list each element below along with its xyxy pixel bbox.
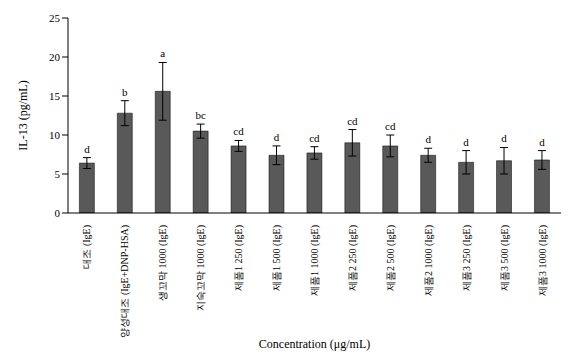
- svg-text:Concentration (μg/mL): Concentration (μg/mL): [259, 337, 370, 351]
- svg-text:대조 (IgE): 대조 (IgE): [81, 225, 93, 269]
- svg-text:제품2 1000 (IgE): 제품2 1000 (IgE): [423, 225, 435, 296]
- svg-text:제품1 500 (IgE): 제품1 500 (IgE): [271, 225, 283, 291]
- svg-text:20: 20: [49, 51, 61, 63]
- svg-text:15: 15: [49, 90, 61, 102]
- svg-text:IL-13 (pg/mL): IL-13 (pg/mL): [16, 80, 30, 150]
- svg-text:cd: cd: [309, 132, 320, 144]
- svg-text:생꼬막 1000 (IgE): 생꼬막 1000 (IgE): [157, 225, 169, 301]
- svg-text:0: 0: [55, 207, 61, 219]
- svg-text:제품3 250 (IgE): 제품3 250 (IgE): [461, 225, 473, 291]
- svg-text:cd: cd: [347, 115, 358, 127]
- svg-text:a: a: [160, 47, 165, 59]
- svg-text:제품2 250 (IgE): 제품2 250 (IgE): [347, 225, 359, 291]
- svg-text:제품3 500 (IgE): 제품3 500 (IgE): [499, 225, 511, 291]
- svg-text:b: b: [122, 86, 128, 98]
- svg-text:제품1 1000 (IgE): 제품1 1000 (IgE): [309, 225, 321, 296]
- svg-text:25: 25: [49, 12, 61, 24]
- svg-text:제품1 250 (IgE): 제품1 250 (IgE): [233, 225, 245, 291]
- svg-text:d: d: [84, 143, 90, 155]
- svg-text:cd: cd: [233, 125, 244, 137]
- svg-text:제품3 1000 (IgE): 제품3 1000 (IgE): [537, 225, 549, 296]
- svg-text:지숙꼬막 1000 (IgE): 지숙꼬막 1000 (IgE): [195, 225, 207, 311]
- svg-text:d: d: [501, 132, 507, 144]
- svg-text:10: 10: [49, 129, 61, 141]
- svg-text:d: d: [463, 136, 469, 148]
- svg-text:bc: bc: [195, 109, 206, 121]
- svg-text:제품2 500 (IgE): 제품2 500 (IgE): [385, 225, 397, 291]
- svg-text:d: d: [274, 131, 280, 143]
- svg-text:cd: cd: [385, 120, 396, 132]
- svg-text:5: 5: [55, 168, 61, 180]
- svg-text:d: d: [425, 133, 431, 145]
- svg-text:양성대조 (IgE+DNP-HSA): 양성대조 (IgE+DNP-HSA): [119, 225, 131, 338]
- svg-text:d: d: [539, 136, 545, 148]
